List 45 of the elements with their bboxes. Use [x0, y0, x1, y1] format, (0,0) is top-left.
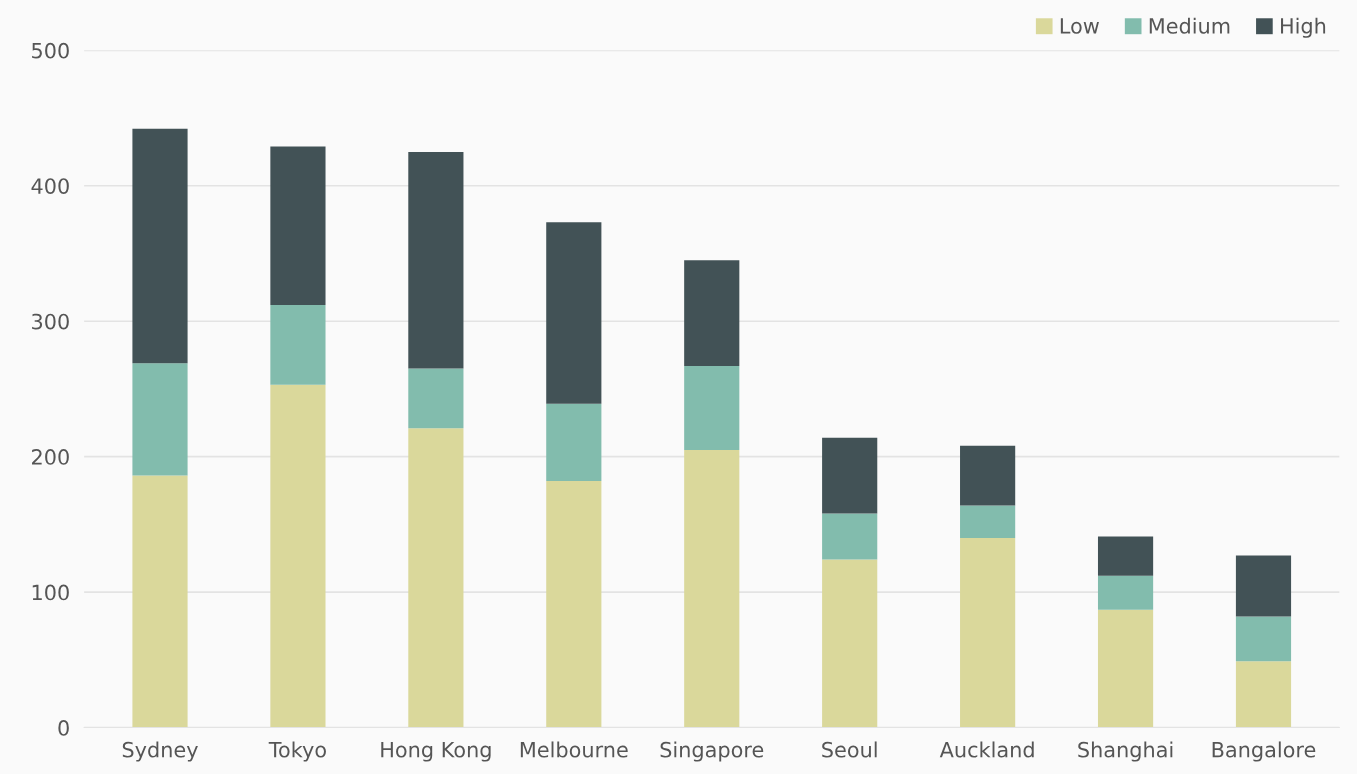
x-tick-label: Auckland — [939, 741, 1034, 758]
x-tick-label: Singapore — [660, 741, 764, 762]
bar — [270, 304, 326, 385]
x-tick-label: Shanghai — [1078, 741, 1173, 762]
bar — [132, 128, 188, 364]
bar — [822, 513, 878, 560]
y-tick-label: 100 — [32, 584, 69, 601]
y-tick-label: 500 — [32, 42, 69, 59]
x-tick-label: Bangalore — [1212, 741, 1316, 762]
bar — [960, 505, 1016, 538]
bar — [960, 445, 1016, 506]
y-tick-label: 400 — [31, 178, 69, 194]
bar — [1235, 616, 1292, 662]
bar — [132, 475, 188, 728]
bar — [1097, 536, 1154, 576]
legend-label: High — [1281, 17, 1326, 38]
bar — [822, 559, 878, 728]
bar — [1097, 575, 1154, 610]
legend-label: Low — [1060, 18, 1099, 34]
bar — [1235, 555, 1292, 617]
legend-label: Medium — [1149, 17, 1230, 34]
bar — [408, 151, 464, 369]
x-tick-label: Seoul — [822, 741, 877, 758]
bar — [684, 449, 740, 728]
bar — [822, 437, 878, 514]
bar — [546, 403, 602, 482]
y-tick-label: 0 — [58, 720, 69, 736]
bar — [270, 384, 326, 728]
bar — [1097, 609, 1154, 728]
bar — [408, 368, 464, 429]
bar — [684, 365, 740, 450]
bar — [408, 428, 464, 728]
bar — [270, 146, 326, 305]
y-tick-label: 300 — [32, 313, 69, 330]
y-tick-label: 200 — [32, 449, 69, 465]
bar — [132, 363, 188, 476]
x-tick-label: Melbourne — [520, 741, 628, 758]
bar — [546, 481, 602, 728]
bar — [684, 260, 740, 366]
x-tick-label: Sydney — [122, 741, 198, 762]
bar — [1235, 661, 1292, 728]
x-tick-label: Hong Kong — [381, 742, 491, 762]
bar — [960, 537, 1016, 728]
bar — [546, 222, 602, 404]
x-tick-label: Tokyo — [268, 741, 326, 762]
